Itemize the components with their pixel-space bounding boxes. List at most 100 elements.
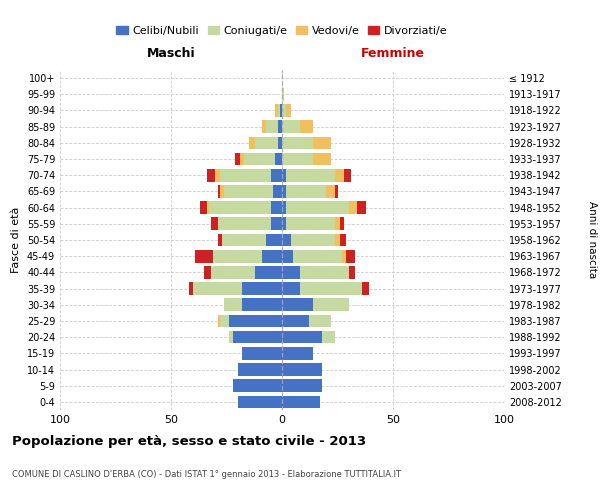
Bar <box>282 347 313 360</box>
Bar <box>233 380 282 392</box>
Bar <box>282 152 313 166</box>
Bar <box>218 234 222 246</box>
Bar <box>313 152 331 166</box>
Bar <box>266 120 278 133</box>
Bar <box>286 218 335 230</box>
Bar <box>286 104 291 117</box>
Bar <box>282 331 322 344</box>
Bar <box>282 234 291 246</box>
Bar <box>220 314 229 328</box>
Bar <box>242 347 282 360</box>
Bar <box>282 363 322 376</box>
Bar <box>282 104 286 117</box>
Bar <box>220 169 271 181</box>
Bar <box>218 185 220 198</box>
Bar <box>218 314 220 328</box>
Bar <box>300 282 362 295</box>
Bar <box>242 282 282 295</box>
Bar <box>271 202 282 214</box>
Bar <box>346 250 355 262</box>
Legend: Celibi/Nubili, Coniugati/e, Vedovi/e, Divorziati/e: Celibi/Nubili, Coniugati/e, Vedovi/e, Di… <box>112 21 452 40</box>
Bar <box>282 169 286 181</box>
Bar <box>224 185 273 198</box>
Y-axis label: Fasce di età: Fasce di età <box>11 207 21 273</box>
Text: Femmine: Femmine <box>361 48 425 60</box>
Bar <box>282 185 286 198</box>
Bar <box>262 250 282 262</box>
Bar <box>344 169 351 181</box>
Bar <box>282 282 300 295</box>
Bar <box>266 234 282 246</box>
Bar <box>273 185 282 198</box>
Bar <box>244 152 275 166</box>
Text: Popolazione per età, sesso e stato civile - 2013: Popolazione per età, sesso e stato civil… <box>12 435 366 448</box>
Bar <box>238 363 282 376</box>
Bar <box>340 218 344 230</box>
Bar <box>291 234 335 246</box>
Bar <box>229 331 233 344</box>
Bar <box>282 250 293 262</box>
Bar <box>215 169 220 181</box>
Text: Anni di nascita: Anni di nascita <box>587 202 597 278</box>
Bar <box>293 250 342 262</box>
Bar <box>322 331 335 344</box>
Text: Maschi: Maschi <box>146 48 196 60</box>
Bar <box>278 104 280 117</box>
Bar <box>275 104 278 117</box>
Bar <box>209 202 271 214</box>
Bar <box>349 202 358 214</box>
Bar <box>282 396 320 408</box>
Bar <box>300 120 313 133</box>
Bar <box>196 250 213 262</box>
Bar <box>206 169 215 181</box>
Bar <box>220 185 224 198</box>
Bar <box>335 218 340 230</box>
Bar <box>271 169 282 181</box>
Bar <box>275 152 282 166</box>
Bar <box>249 136 256 149</box>
Bar <box>242 298 282 311</box>
Bar <box>282 218 286 230</box>
Text: COMUNE DI CASLINO D'ERBA (CO) - Dati ISTAT 1° gennaio 2013 - Elaborazione TUTTIT: COMUNE DI CASLINO D'ERBA (CO) - Dati IST… <box>12 470 401 479</box>
Bar <box>213 250 262 262</box>
Bar <box>282 120 300 133</box>
Bar <box>335 234 340 246</box>
Bar <box>282 136 313 149</box>
Bar <box>282 88 284 101</box>
Bar <box>218 218 271 230</box>
Bar <box>211 218 218 230</box>
Bar <box>282 202 286 214</box>
Bar <box>229 314 282 328</box>
Bar <box>280 104 282 117</box>
Bar <box>262 120 266 133</box>
Bar <box>271 218 282 230</box>
Bar <box>282 266 300 278</box>
Bar <box>256 266 282 278</box>
Bar <box>313 136 331 149</box>
Bar <box>238 396 282 408</box>
Bar <box>335 169 344 181</box>
Bar <box>256 136 278 149</box>
Bar <box>308 314 331 328</box>
Bar <box>282 298 313 311</box>
Bar <box>313 298 349 311</box>
Bar <box>240 152 244 166</box>
Bar <box>335 185 337 198</box>
Bar <box>326 185 335 198</box>
Bar <box>286 202 349 214</box>
Bar <box>286 169 335 181</box>
Bar <box>224 298 242 311</box>
Bar <box>349 266 355 278</box>
Bar <box>235 152 240 166</box>
Bar <box>286 185 326 198</box>
Bar <box>193 282 242 295</box>
Bar <box>282 314 308 328</box>
Bar <box>340 234 346 246</box>
Bar <box>233 331 282 344</box>
Bar <box>300 266 349 278</box>
Bar <box>204 266 211 278</box>
Bar <box>222 234 266 246</box>
Bar <box>206 202 209 214</box>
Bar <box>189 282 193 295</box>
Bar <box>282 380 322 392</box>
